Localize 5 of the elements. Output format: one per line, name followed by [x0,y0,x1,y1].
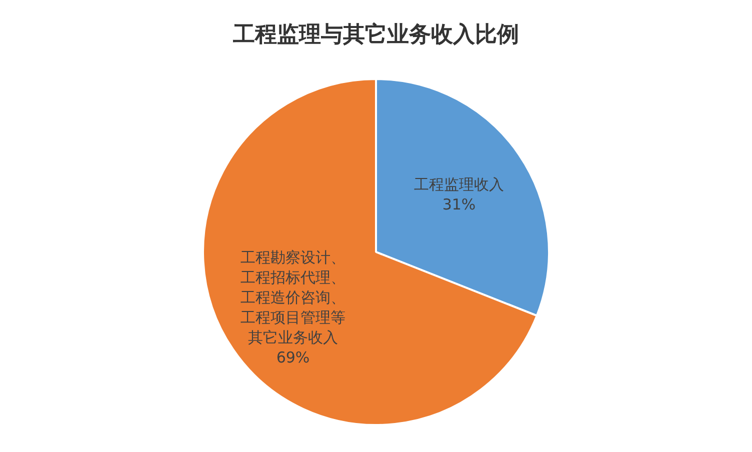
slice-label: 工程监理收入 [414,175,504,194]
data-label: 31% [442,195,476,214]
chart-title: 工程监理与其它业务收入比例 [232,22,519,48]
slice-label: 工程勘察设计、工程招标代理、工程造价咨询、工程项目管理等其它业务收入 [240,248,346,346]
data-label: 69% [276,348,310,366]
